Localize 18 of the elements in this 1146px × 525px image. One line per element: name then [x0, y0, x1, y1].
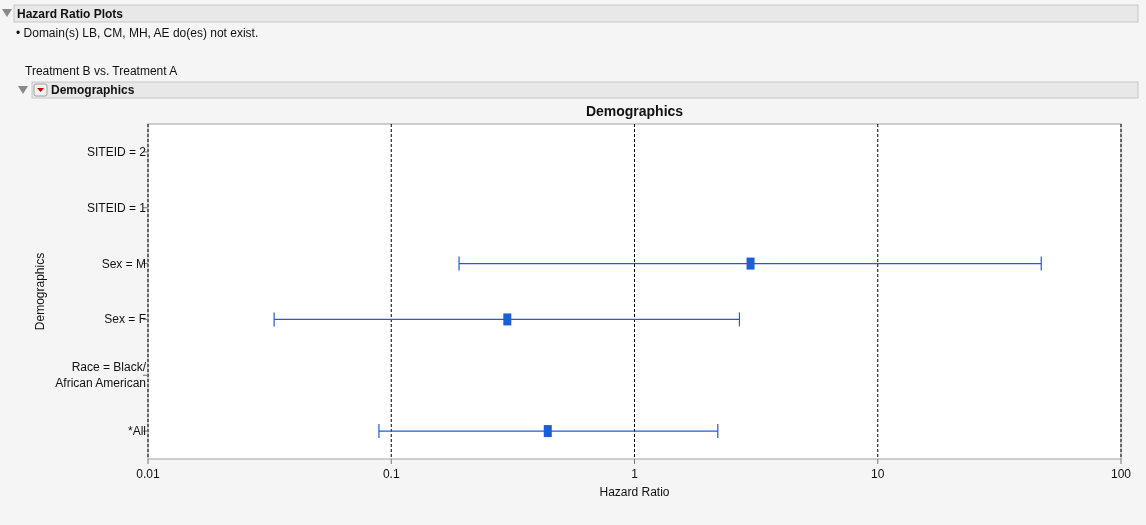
x-tick-label: 0.01	[136, 467, 160, 481]
y-tick-label: Sex = M	[101, 256, 146, 271]
y-tick-label: Race = Black/ African American	[55, 360, 147, 391]
text: Demographics	[51, 83, 135, 97]
y-axis-title: Demographics	[33, 252, 47, 331]
x-tick-label: 1	[631, 467, 639, 481]
chart-title: Demographics	[585, 103, 684, 119]
y-tick-label: SITEID = 2	[86, 144, 147, 159]
y-tick-label: *All	[127, 424, 146, 439]
y-tick-label: SITEID = 1	[86, 200, 147, 215]
x-tick-label: 0.1	[382, 467, 400, 481]
text: • Domain(s) LB, CM, MH, AE do(es) not exist.	[16, 26, 259, 40]
text: Treatment B vs. Treatment A	[25, 64, 178, 78]
y-tick-label: Sex = F	[104, 312, 146, 327]
text: Hazard Ratio Plots	[17, 7, 124, 21]
x-tick-label: 100	[1110, 467, 1132, 481]
x-axis-title: Hazard Ratio	[599, 485, 670, 499]
x-tick-label: 10	[871, 467, 885, 481]
